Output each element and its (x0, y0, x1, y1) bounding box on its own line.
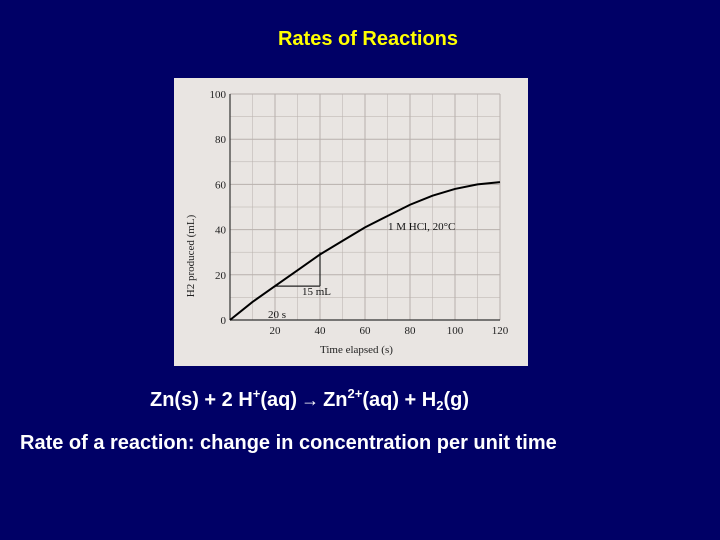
equation-lhs-state: (aq) (260, 389, 298, 411)
series-label: 1 M HCl, 20°C (388, 221, 455, 233)
x-tick-label: 40 (315, 325, 327, 337)
x-tick-label: 80 (405, 325, 417, 337)
x-tick-label: 120 (492, 325, 509, 337)
y-tick-label: 80 (215, 134, 227, 146)
slide-title: Rates of Reactions (277, 28, 459, 50)
rate-definition: Rate of a reaction: change in concentrat… (20, 432, 557, 454)
hydrogen-charge: + (252, 386, 261, 401)
y-axis-title: H2 produced (mL) (185, 214, 197, 297)
chart-ticks: 20 40 60 80 100 120 0 20 40 60 80 100 (210, 89, 509, 337)
equation-rhs: (aq) + H (362, 389, 437, 411)
y-tick-label: 20 (215, 270, 227, 282)
rate-chart: 20 40 60 80 100 120 0 20 40 60 80 100 Time elapsed … (185, 89, 509, 356)
series-line (229, 181, 501, 321)
slope-triangle (275, 252, 321, 287)
equation-rhs-state: (g) (443, 389, 470, 411)
chart-figure: 20 40 60 80 100 120 0 20 40 60 80 100 Time elapsed … (174, 78, 528, 366)
arrow-icon: → (301, 390, 320, 410)
y-tick-label: 40 (215, 225, 227, 237)
y-tick-label: 100 (210, 89, 227, 101)
equation-lhs: Zn(s) + 2 H (150, 389, 253, 411)
chart-axes (229, 94, 500, 321)
y-tick-label: 0 (221, 315, 227, 327)
x-tick-label: 60 (360, 325, 372, 337)
run-label: 20 s (268, 309, 286, 321)
chart-grid (229, 93, 501, 321)
y-tick-label: 60 (215, 179, 227, 191)
chart-series (229, 181, 501, 321)
hydrogen-subscript: 2 (436, 398, 444, 413)
zinc-charge: 2+ (347, 386, 363, 401)
x-tick-label: 20 (270, 325, 282, 337)
reaction-equation: Zn(s) + 2 H+(aq) → Zn2+(aq) + H2(g) (150, 386, 469, 413)
x-axis-title: Time elapsed (s) (320, 344, 393, 356)
equation-rhs-zn: Zn (323, 389, 348, 411)
x-tick-label: 100 (447, 325, 464, 337)
rise-label: 15 mL (302, 286, 331, 298)
